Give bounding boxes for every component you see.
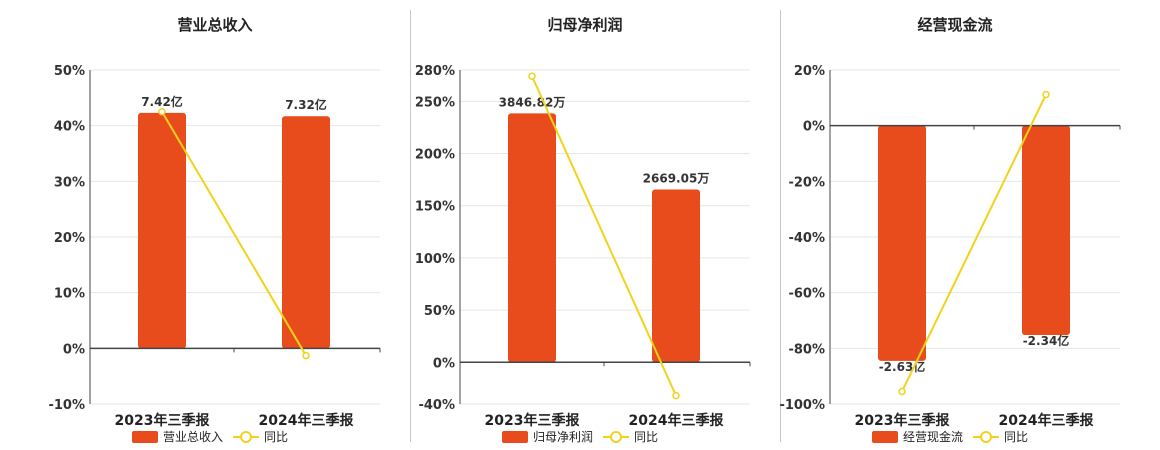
chart-svg-cash-flow: 经营现金流 20% 0% -20% -40% -60% -80% -100% -2.63亿 -2.… [779,16,1121,444]
yoy-point [528,72,536,81]
legend-label-bar: 营业总收入 [163,430,223,444]
y-tick-label: -60% [788,287,825,302]
y-tick-label: -100% [779,398,825,413]
yoy-point [302,351,310,360]
bar-data-label: 7.42亿 [141,94,183,109]
bar-data-label: 7.32亿 [285,97,327,112]
y-tick-label: 10% [54,287,85,302]
y-tick-label: 280% [415,64,455,79]
yoy-point [898,387,906,396]
y-tick-label: -40% [418,398,455,413]
y-tick-label: 30% [54,175,85,190]
x-category-label: 2024年三季报 [259,412,354,429]
x-category-label: 2023年三季报 [855,412,950,429]
bar-data-label: 3846.82万 [499,95,566,109]
legend-swatch-bar [132,431,158,443]
yoy-point [1042,90,1050,99]
bar-data-label: -2.63亿 [879,359,926,374]
panel-divider [410,10,411,442]
chart-panel-revenue: 营业总收入 50% 40% 30% 20% 10% 0% -10% 7.42亿 7.32亿 2023… [30,0,400,450]
y-tick-label: 50% [424,304,455,319]
legend-label-bar: 归母净利润 [533,430,593,444]
y-tick-label: 0% [803,120,825,135]
bar [138,112,186,349]
yoy-point [158,108,166,116]
y-tick-label: -40% [788,231,825,246]
legend-swatch-bar [872,431,898,443]
bar [282,116,330,349]
y-tick-label: 0% [63,342,85,357]
chart-title: 归母净利润 [547,16,622,34]
legend-swatch-line-marker [980,431,992,443]
y-tick-label: -20% [788,175,825,190]
chart-title: 营业总收入 [177,16,252,34]
y-tick-label: 20% [54,231,85,246]
y-tick-label: 200% [415,148,455,163]
y-tick-label: 150% [415,200,455,215]
y-tick-label: 50% [54,64,85,79]
panel-divider [780,10,781,442]
y-tick-label: -10% [48,398,85,413]
legend-swatch-line-marker [610,431,622,443]
chart-svg-revenue: 营业总收入 50% 40% 30% 20% 10% 0% -10% 7.42亿 7.32亿 2023… [48,16,381,444]
yoy-line [161,111,307,357]
y-tick-label: 250% [415,95,455,110]
y-tick-label: 20% [794,64,825,79]
chart-panel-net-profit: 归母净利润 280% 250% 200% 150% 100% 50% 0% -40% 3846.8… [400,0,770,450]
legend-swatch-line-marker [240,431,252,443]
x-category-label: 2024年三季报 [629,412,724,429]
bar [1022,125,1070,335]
legend-label-bar: 经营现金流 [903,429,963,444]
chart-svg-net-profit: 归母净利润 280% 250% 200% 150% 100% 50% 0% -40% 3846.8… [415,16,751,444]
y-tick-label: 100% [415,252,455,267]
chart-title: 经营现金流 [917,16,992,34]
chart-panel-cash-flow: 经营现金流 20% 0% -20% -40% -60% -80% -100% -2.63亿 -2.… [770,0,1140,450]
legend-label-line: 同比 [1004,430,1028,444]
legend-label-line: 同比 [634,430,658,444]
bar [652,189,700,363]
yoy-line [531,75,677,397]
y-tick-label: -80% [788,342,825,357]
bar [508,113,556,363]
yoy-line [901,94,1047,392]
x-category-label: 2023年三季报 [115,412,210,429]
y-tick-label: 40% [54,120,85,135]
x-category-label: 2023年三季报 [485,412,580,429]
yoy-point [672,391,680,400]
y-tick-label: 0% [433,356,455,371]
bar-data-label: 2669.05万 [643,172,710,186]
legend-label-line: 同比 [264,430,288,444]
bar-data-label: -2.34亿 [1023,333,1070,348]
legend-swatch-bar [502,431,528,443]
bar [878,125,926,361]
x-category-label: 2024年三季报 [999,412,1094,429]
